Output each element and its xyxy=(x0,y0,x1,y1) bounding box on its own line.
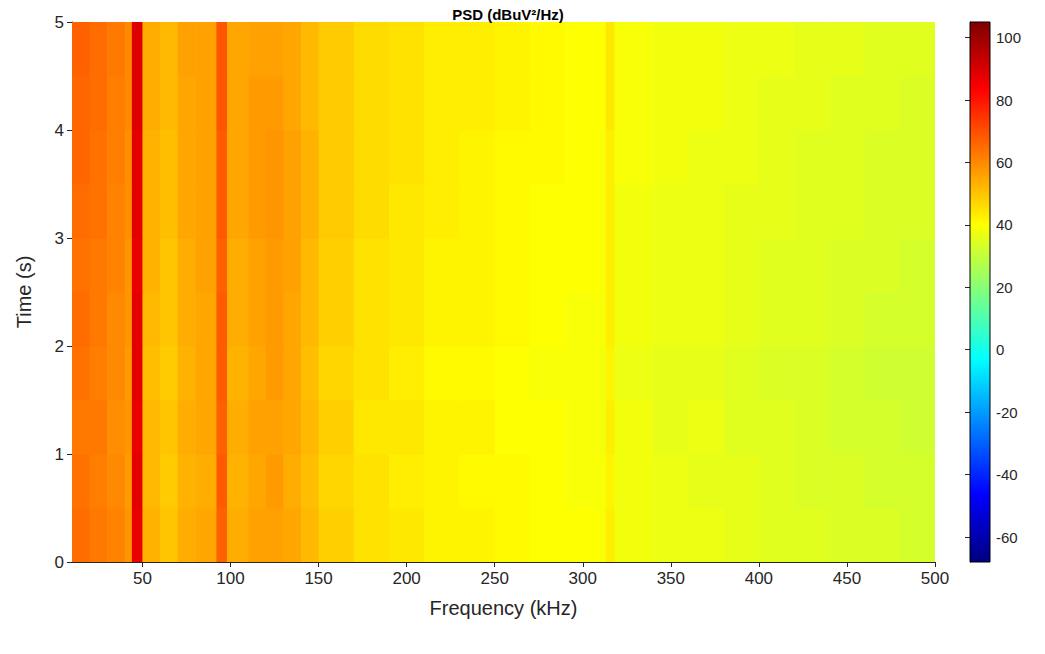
svg-text:50: 50 xyxy=(133,569,152,588)
svg-text:300: 300 xyxy=(569,569,597,588)
svg-text:2: 2 xyxy=(55,337,64,356)
svg-text:250: 250 xyxy=(481,569,509,588)
svg-text:-20: -20 xyxy=(996,404,1018,421)
svg-text:0: 0 xyxy=(996,341,1004,358)
svg-text:-60: -60 xyxy=(996,529,1018,546)
svg-text:500: 500 xyxy=(921,569,949,588)
svg-text:400: 400 xyxy=(745,569,773,588)
svg-text:Time (s): Time (s) xyxy=(13,256,35,329)
svg-text:350: 350 xyxy=(657,569,685,588)
svg-text:60: 60 xyxy=(996,154,1013,171)
svg-text:450: 450 xyxy=(833,569,861,588)
svg-text:80: 80 xyxy=(996,92,1013,109)
svg-text:4: 4 xyxy=(55,121,64,140)
svg-text:0: 0 xyxy=(55,553,64,572)
svg-text:3: 3 xyxy=(55,229,64,248)
svg-text:200: 200 xyxy=(392,569,420,588)
svg-text:Frequency (kHz): Frequency (kHz) xyxy=(430,597,578,619)
svg-text:150: 150 xyxy=(304,569,332,588)
svg-text:100: 100 xyxy=(996,29,1021,46)
svg-text:20: 20 xyxy=(996,279,1013,296)
svg-text:-40: -40 xyxy=(996,466,1018,483)
svg-text:PSD (dBuV²/Hz): PSD (dBuV²/Hz) xyxy=(452,6,564,23)
svg-text:1: 1 xyxy=(55,445,64,464)
svg-text:100: 100 xyxy=(216,569,244,588)
svg-text:5: 5 xyxy=(55,13,64,32)
svg-text:40: 40 xyxy=(996,216,1013,233)
